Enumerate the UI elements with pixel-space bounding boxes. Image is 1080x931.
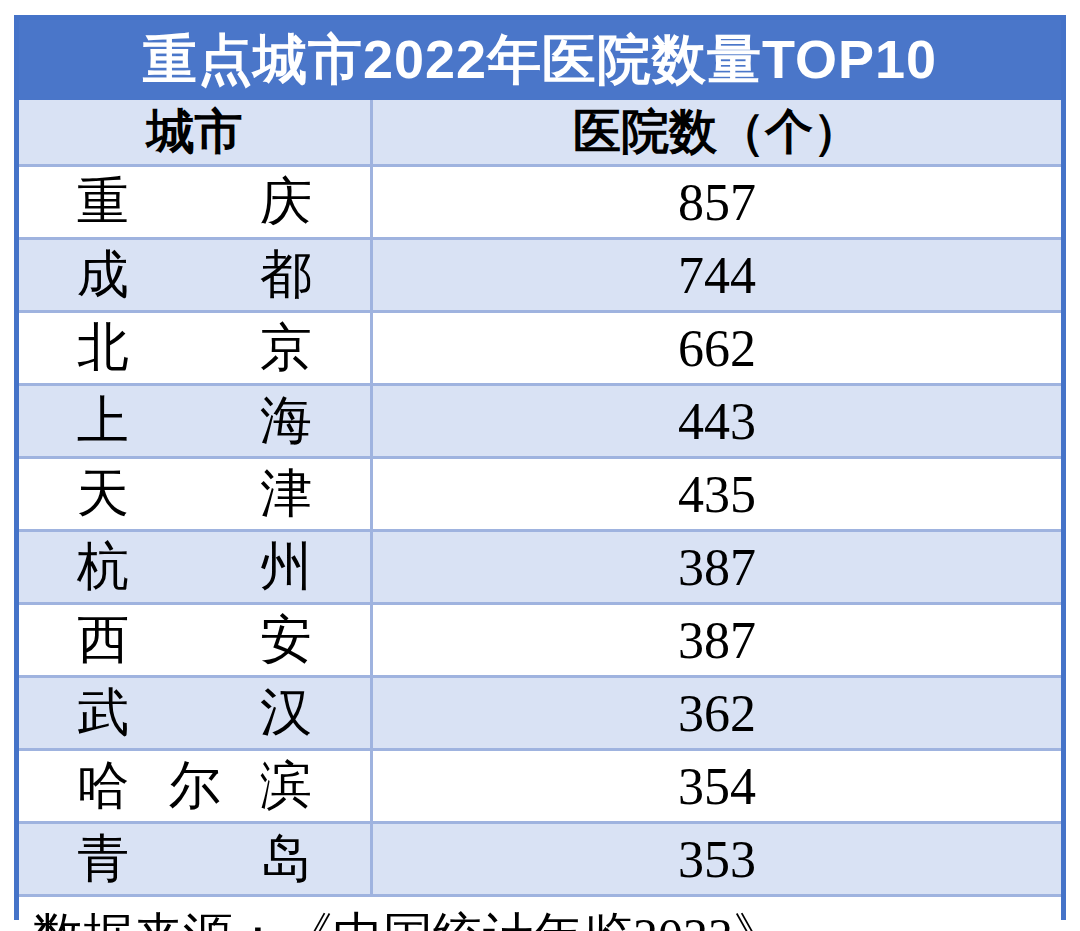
count-cell: 362 bbox=[373, 678, 1061, 748]
city-name: 武汉 bbox=[77, 678, 312, 748]
city-name: 重庆 bbox=[77, 167, 312, 237]
table-row: 武汉 362 bbox=[19, 678, 1061, 751]
table-row: 杭州 387 bbox=[19, 532, 1061, 605]
count-cell: 354 bbox=[373, 751, 1061, 821]
count-cell: 662 bbox=[373, 313, 1061, 383]
city-cell: 青岛 bbox=[19, 824, 373, 894]
table-row: 重庆 857 bbox=[19, 167, 1061, 240]
city-cell: 上海 bbox=[19, 386, 373, 456]
source-note: 数据来源：《中国统计年鉴2023》 bbox=[19, 897, 1061, 931]
count-cell: 387 bbox=[373, 605, 1061, 675]
city-name: 青岛 bbox=[77, 824, 312, 894]
table-row: 北京 662 bbox=[19, 313, 1061, 386]
city-cell: 重庆 bbox=[19, 167, 373, 237]
header-cell-count: 医院数（个） bbox=[373, 100, 1061, 164]
hospital-count-table: 重点城市2022年医院数量TOP10 城市 医院数（个） 重庆 857 成都 7… bbox=[14, 15, 1066, 920]
city-cell: 天津 bbox=[19, 459, 373, 529]
city-name: 北京 bbox=[77, 313, 312, 383]
table-row: 天津 435 bbox=[19, 459, 1061, 532]
city-name: 哈尔滨 bbox=[77, 751, 312, 821]
city-name: 杭州 bbox=[77, 532, 312, 602]
count-cell: 443 bbox=[373, 386, 1061, 456]
city-name: 天津 bbox=[77, 459, 312, 529]
count-cell: 387 bbox=[373, 532, 1061, 602]
table-header-row: 城市 医院数（个） bbox=[19, 100, 1061, 167]
table-title: 重点城市2022年医院数量TOP10 bbox=[19, 20, 1061, 100]
city-cell: 武汉 bbox=[19, 678, 373, 748]
count-cell: 744 bbox=[373, 240, 1061, 310]
city-name: 上海 bbox=[77, 386, 312, 456]
table-row: 成都 744 bbox=[19, 240, 1061, 313]
count-cell: 857 bbox=[373, 167, 1061, 237]
table-body: 重庆 857 成都 744 北京 662 上海 443 天津 435 杭州 38… bbox=[19, 167, 1061, 897]
city-name: 西安 bbox=[77, 605, 312, 675]
city-cell: 哈尔滨 bbox=[19, 751, 373, 821]
header-cell-city: 城市 bbox=[19, 100, 373, 164]
table-row: 上海 443 bbox=[19, 386, 1061, 459]
city-cell: 杭州 bbox=[19, 532, 373, 602]
city-cell: 北京 bbox=[19, 313, 373, 383]
table-row: 西安 387 bbox=[19, 605, 1061, 678]
table-row: 哈尔滨 354 bbox=[19, 751, 1061, 824]
table-row: 青岛 353 bbox=[19, 824, 1061, 897]
count-cell: 353 bbox=[373, 824, 1061, 894]
city-name: 成都 bbox=[77, 240, 312, 310]
city-cell: 成都 bbox=[19, 240, 373, 310]
city-cell: 西安 bbox=[19, 605, 373, 675]
count-cell: 435 bbox=[373, 459, 1061, 529]
